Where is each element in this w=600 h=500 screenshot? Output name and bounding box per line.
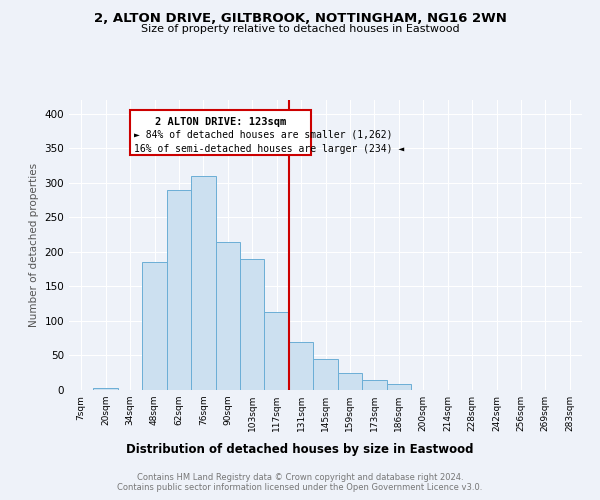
Y-axis label: Number of detached properties: Number of detached properties (29, 163, 39, 327)
Text: 2 ALTON DRIVE: 123sqm: 2 ALTON DRIVE: 123sqm (155, 118, 286, 128)
Text: Contains public sector information licensed under the Open Government Licence v3: Contains public sector information licen… (118, 484, 482, 492)
Text: Distribution of detached houses by size in Eastwood: Distribution of detached houses by size … (126, 442, 474, 456)
Bar (240, 259, 265, 390)
Text: 2, ALTON DRIVE, GILTBROOK, NOTTINGHAM, NG16 2WN: 2, ALTON DRIVE, GILTBROOK, NOTTINGHAM, N… (94, 12, 506, 26)
Bar (265, 312, 289, 390)
Bar (386, 384, 411, 390)
Text: Size of property relative to detached houses in Eastwood: Size of property relative to detached ho… (140, 24, 460, 34)
Bar (215, 242, 240, 390)
Bar (289, 342, 313, 390)
Bar (362, 380, 386, 390)
Text: 16% of semi-detached houses are larger (234) ◄: 16% of semi-detached houses are larger (… (134, 144, 404, 154)
FancyBboxPatch shape (130, 110, 311, 155)
Text: Contains HM Land Registry data © Crown copyright and database right 2024.: Contains HM Land Registry data © Crown c… (137, 472, 463, 482)
Bar (142, 262, 167, 390)
Bar (338, 372, 362, 390)
Text: ► 84% of detached houses are smaller (1,262): ► 84% of detached houses are smaller (1,… (134, 130, 392, 140)
Bar (313, 359, 338, 390)
Bar (94, 388, 118, 390)
Bar (191, 176, 215, 390)
Bar (167, 190, 191, 390)
